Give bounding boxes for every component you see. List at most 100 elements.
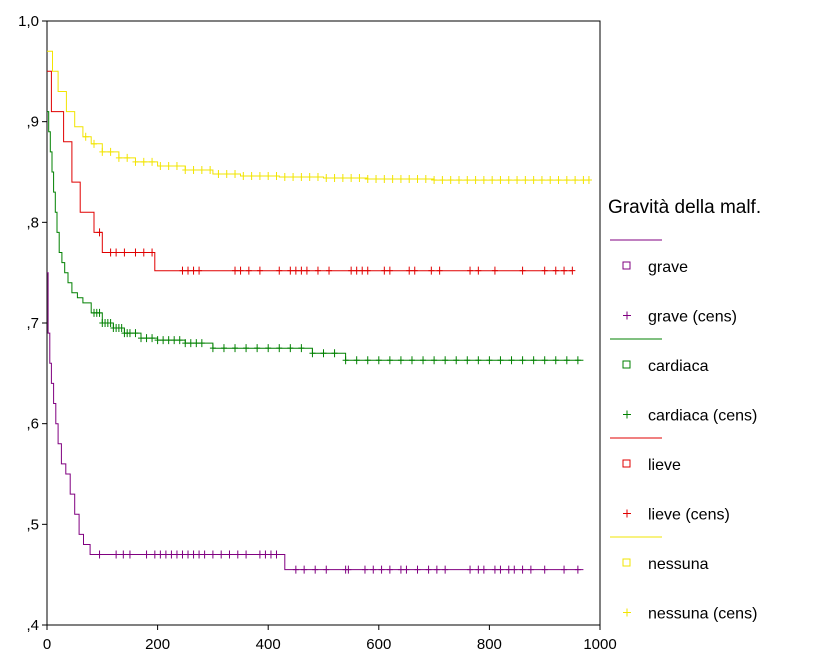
x-tick-label: 0: [43, 636, 51, 653]
lieve-cens-legend-label: lieve (cens): [648, 507, 730, 524]
nessuna-censor-mark: [190, 165, 197, 174]
grave-censor-mark: [190, 550, 197, 559]
grave-censor-mark: [527, 565, 534, 574]
nessuna-censor-mark: [281, 173, 288, 182]
grave-curve: [47, 272, 584, 571]
grave-censor-mark: [361, 565, 368, 574]
grave-censor-mark: [96, 550, 103, 559]
nessuna-censor-mark: [547, 176, 554, 185]
nessuna-censor-mark: [256, 172, 263, 181]
nessuna-censor-mark: [580, 176, 587, 185]
legend-title: Gravità della malf.: [608, 197, 761, 218]
cardiaca-censor-mark: [574, 356, 581, 365]
lieve-censor-mark: [149, 248, 156, 257]
cardiaca-censor-mark: [154, 336, 161, 345]
lieve-censor-mark: [353, 266, 360, 275]
nessuna-censor-mark: [364, 175, 371, 184]
grave-censor-mark: [196, 550, 203, 559]
lieve-censor-mark: [287, 266, 294, 275]
lieve-censor-mark: [96, 228, 103, 237]
y-tick-label: ,7: [26, 315, 39, 332]
grave-censor-mark: [519, 565, 526, 574]
grave-censor-mark: [179, 550, 186, 559]
cardiaca-censor-mark: [171, 336, 178, 345]
cardiaca-censor-mark: [118, 324, 125, 333]
cardiaca-censor-mark: [149, 334, 156, 343]
nessuna-censor-mark: [248, 172, 255, 181]
lieve-censor-mark: [561, 266, 568, 275]
grave-censor-mark: [173, 550, 180, 559]
grave-censor-mark: [162, 550, 169, 559]
nessuna-censor-mark: [489, 176, 496, 185]
cardiaca-legend-label: cardiaca: [648, 358, 709, 375]
nessuna-censor-mark: [140, 157, 147, 166]
cardiaca-censor-mark: [254, 344, 261, 353]
nessuna-censor-mark: [124, 153, 131, 162]
x-axis: 0 200 400 600 800 1000: [43, 625, 617, 653]
y-tick-label: ,4: [26, 617, 39, 634]
x-tick-label: 600: [366, 636, 391, 653]
cardiaca-censor-mark: [420, 356, 427, 365]
lieve-censor-mark: [232, 266, 239, 275]
cardiaca-censor-mark: [386, 356, 393, 365]
nessuna-censor-mark: [207, 165, 214, 174]
cardiaca-censor-mark: [265, 344, 272, 353]
grave-censor-mark: [234, 550, 241, 559]
grave-censor-mark: [262, 550, 269, 559]
lieve-censor-mark: [237, 266, 244, 275]
nessuna-censor-mark: [149, 157, 156, 166]
cardiaca-censor-mark: [276, 344, 283, 353]
cardiaca-censor-mark: [397, 356, 404, 365]
nessuna-censor-mark: [356, 174, 363, 183]
lieve-censor-mark: [436, 266, 443, 275]
lieve-censor-mark: [298, 266, 305, 275]
grave-censor-mark: [433, 565, 440, 574]
nessuna-censor-mark: [464, 176, 471, 185]
cardiaca-legend-marker: [622, 360, 631, 369]
nessuna-censor-mark: [505, 176, 512, 185]
lieve-censor-mark: [245, 266, 252, 275]
nessuna-censor-mark: [455, 176, 462, 185]
nessuna-censor-mark: [414, 175, 421, 184]
cardiaca-censor-mark: [107, 319, 114, 327]
grave-censor-mark: [370, 565, 377, 574]
cardiaca-censor-mark: [552, 356, 559, 365]
cardiaca-censor-mark: [320, 349, 327, 358]
lieve-censor-mark: [121, 248, 128, 257]
nessuna-censor-mark: [431, 176, 438, 185]
nessuna-censor-mark: [563, 176, 570, 185]
nessuna-censor-mark: [298, 173, 305, 182]
cardiaca-censor-mark: [431, 356, 438, 365]
grave-censor-mark: [386, 565, 393, 574]
nessuna-censor-mark: [198, 165, 205, 174]
nessuna-censor-mark: [232, 170, 239, 179]
nessuna-censor-mark: [530, 176, 537, 185]
grave-censor-mark: [475, 565, 482, 574]
lieve-censor-mark: [185, 266, 192, 275]
lieve-censor-mark: [552, 266, 559, 275]
cardiaca-censor-mark: [287, 344, 294, 353]
cardiaca-censor-mark: [220, 344, 227, 353]
nessuna-censor-mark: [115, 153, 122, 162]
cardiaca-censor-mark: [442, 356, 449, 365]
cardiaca-censor-mark: [132, 329, 139, 338]
nessuna-legend-marker: [622, 558, 631, 567]
nessuna-censor-mark: [339, 174, 346, 183]
cardiaca-censor-mark: [453, 356, 460, 365]
cardiaca-censor-mark: [138, 334, 145, 343]
grave-censor-mark: [511, 565, 518, 574]
nessuna-censor-mark: [273, 172, 280, 181]
lieve-censor-mark: [179, 266, 186, 275]
y-tick-label: ,8: [26, 214, 39, 231]
grave-censor-mark: [425, 565, 432, 574]
nessuna-censor-mark: [165, 161, 172, 170]
grave-censor-mark: [541, 565, 548, 574]
lieve-censor-mark: [428, 266, 435, 275]
cardiaca-censor-mark: [298, 344, 305, 353]
nessuna-legend-label: nessuna: [648, 556, 709, 573]
grave-censor-mark: [143, 550, 150, 559]
nessuna-censor-mark: [439, 176, 446, 185]
nessuna-censor-mark: [306, 173, 313, 182]
nessuna-censor-mark: [397, 175, 404, 184]
